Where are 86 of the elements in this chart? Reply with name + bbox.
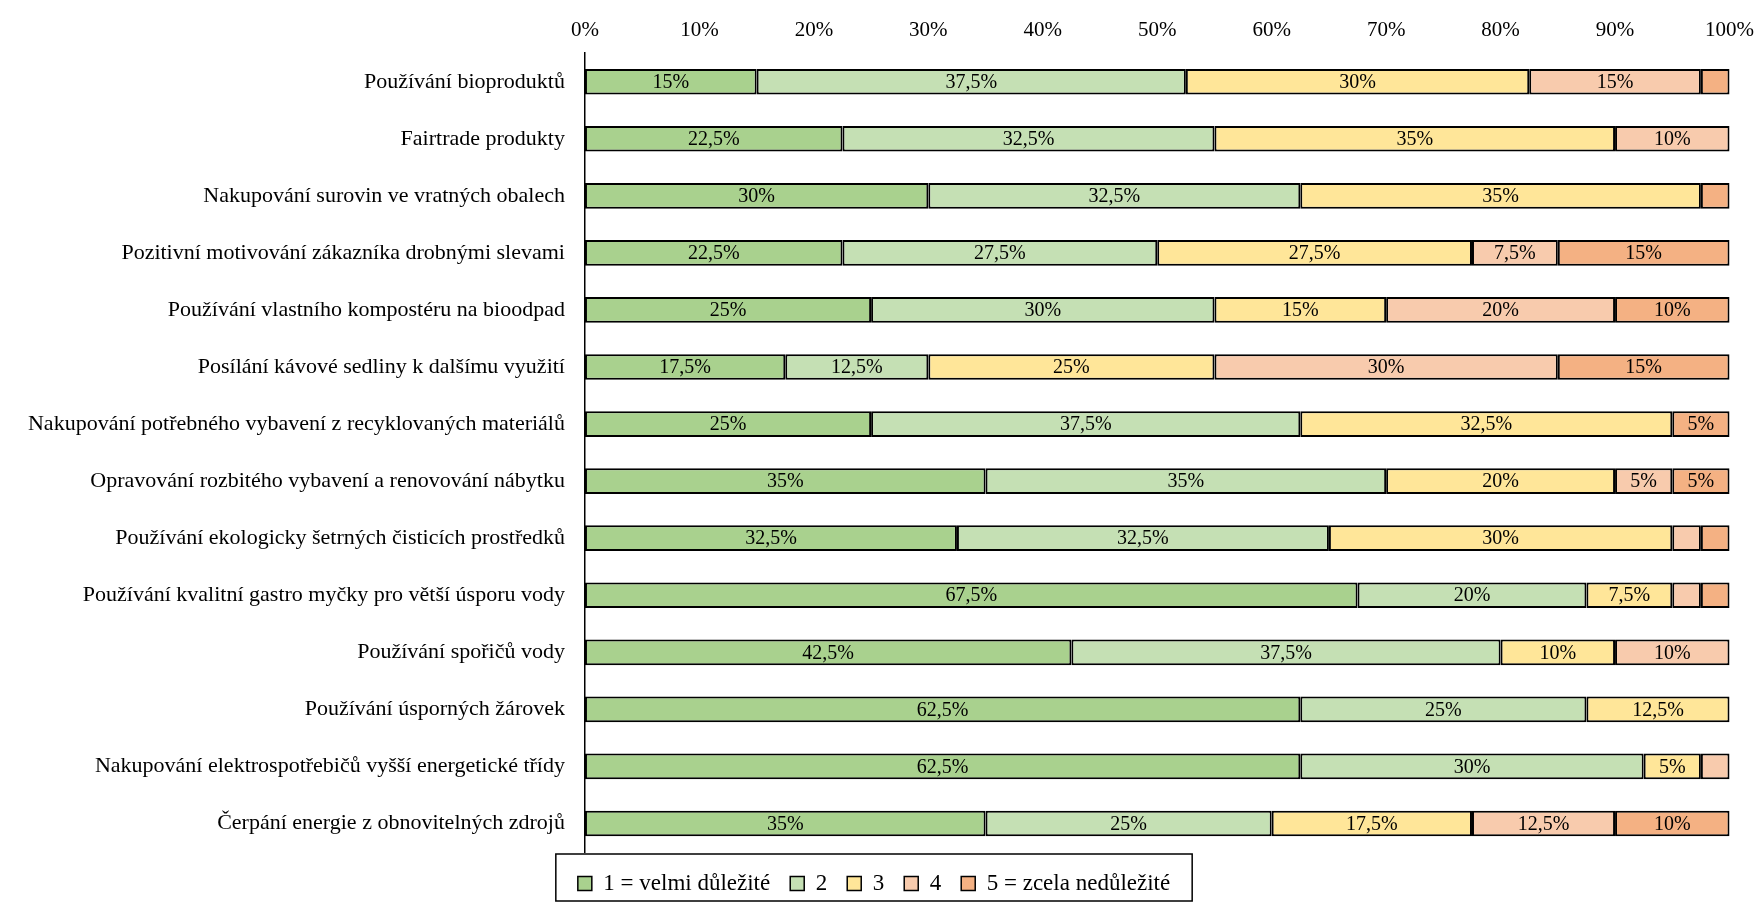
y-tick-label: Používání ekologicky šetrných čisticích prostředků xyxy=(115,523,565,549)
data-label: 32,5% xyxy=(1088,184,1141,207)
data-label: 20% xyxy=(1482,469,1519,492)
data-label: 15% xyxy=(1596,69,1634,92)
data-label: 25% xyxy=(709,412,747,435)
y-tick-label: Používání bioproduktů xyxy=(363,67,565,93)
data-label: 10% xyxy=(1653,298,1691,321)
data-label: 27,5% xyxy=(1288,241,1341,264)
data-label: 22,5% xyxy=(687,241,740,264)
data-label: 15% xyxy=(1625,355,1662,378)
y-tick-label: Používání kvalitní gastro myčky pro větší úsporu vody xyxy=(82,581,565,607)
data-label: 12,5% xyxy=(830,355,883,378)
data-label: 30% xyxy=(1453,754,1491,777)
x-tick-label: 100% xyxy=(1705,17,1754,42)
data-label: 35% xyxy=(1396,127,1434,150)
data-label: 10% xyxy=(1653,640,1691,663)
x-tick-label: 20% xyxy=(794,17,834,42)
data-label: 42,5% xyxy=(802,640,855,663)
x-tick-label: 90% xyxy=(1595,17,1635,42)
data-label: 37,5% xyxy=(945,69,998,92)
data-label: 30% xyxy=(1339,69,1376,92)
data-label: 5% xyxy=(1658,754,1686,777)
data-label: 35% xyxy=(766,469,804,492)
data-label: 5% xyxy=(1630,469,1657,492)
y-tick-label: Nakupování elektrospotřebičů vyšší energetické třídy xyxy=(94,752,565,778)
x-tick-label: 60% xyxy=(1252,17,1291,42)
y-tick-label: Pozitivní motivování zákazníka drobnými slevami xyxy=(121,238,565,264)
data-label: 20% xyxy=(1453,583,1491,606)
y-tick-label: Nakupování potřebného vybavení z recyklovaných materiálů xyxy=(27,409,565,435)
legend-label: 2 xyxy=(815,869,828,895)
data-label: 7,5% xyxy=(1608,583,1651,606)
data-label: 10% xyxy=(1653,811,1691,834)
x-tick-label: 10% xyxy=(680,17,719,42)
data-label: 35% xyxy=(1482,184,1519,207)
data-label: 30% xyxy=(1367,355,1405,378)
x-tick-label: 40% xyxy=(1023,17,1063,42)
data-label: 15% xyxy=(652,69,690,92)
data-label: 30% xyxy=(1024,298,1062,321)
y-tick-label: Používání vlastního kompostéru na bioodpad xyxy=(167,295,565,321)
x-tick-label: 0% xyxy=(570,17,599,42)
data-label: 25% xyxy=(709,298,747,321)
data-label: 25% xyxy=(1053,355,1090,378)
data-label: 12,5% xyxy=(1632,697,1684,720)
data-label: 17,5% xyxy=(659,355,711,378)
data-label: 5% xyxy=(1687,412,1715,435)
legend-label: 5 = zcela nedůležité xyxy=(986,869,1171,895)
x-tick-label: 80% xyxy=(1481,17,1520,42)
data-label: 32,5% xyxy=(1002,127,1055,150)
y-tick-label: Používání spořičů vody xyxy=(357,638,565,664)
data-label: 25% xyxy=(1110,811,1147,834)
data-label: 5% xyxy=(1687,469,1715,492)
data-label: 30% xyxy=(1482,526,1519,549)
data-label: 22,5% xyxy=(687,127,740,150)
data-label: 12,5% xyxy=(1517,811,1570,834)
x-tick-label: 30% xyxy=(909,17,948,42)
data-label: 10% xyxy=(1539,640,1577,663)
data-label: 32,5% xyxy=(745,526,797,549)
y-tick-label: Nakupování surovin ve vratných obalech xyxy=(203,181,565,207)
x-tick-label: 50% xyxy=(1137,17,1177,42)
data-label: 37,5% xyxy=(1059,412,1112,435)
x-tick-label: 70% xyxy=(1366,17,1406,42)
data-label: 20% xyxy=(1482,298,1519,321)
data-label: 15% xyxy=(1625,241,1662,264)
data-label: 10% xyxy=(1653,127,1691,150)
data-label: 32,5% xyxy=(1460,412,1513,435)
data-label: 30% xyxy=(738,184,775,207)
data-label: 35% xyxy=(766,811,804,834)
data-label: 27,5% xyxy=(974,241,1026,264)
legend-label: 4 xyxy=(929,869,942,895)
data-label: 67,5% xyxy=(945,583,998,606)
legend-label: 3 xyxy=(872,869,885,895)
data-label: 35% xyxy=(1167,469,1205,492)
data-label: 37,5% xyxy=(1260,640,1312,663)
y-tick-label: Čerpání energie z obnovitelných zdrojů xyxy=(217,809,565,835)
y-tick-label: Posílání kávové sedliny k dalšímu využití xyxy=(197,352,565,378)
data-label: 7,5% xyxy=(1494,241,1536,264)
legend-label: 1 = velmi důležité xyxy=(603,869,771,895)
data-label: 17,5% xyxy=(1346,811,1398,834)
y-tick-label: Opravování rozbitého vybavení a renovování nábytku xyxy=(90,466,565,492)
data-label: 62,5% xyxy=(916,697,969,720)
data-label: 32,5% xyxy=(1117,526,1169,549)
data-label: 62,5% xyxy=(916,754,969,777)
data-label: 25% xyxy=(1425,697,1462,720)
y-tick-label: Používání úsporných žárovek xyxy=(304,695,565,721)
data-label: 15% xyxy=(1281,298,1319,321)
y-tick-label: Fairtrade produkty xyxy=(400,124,565,150)
